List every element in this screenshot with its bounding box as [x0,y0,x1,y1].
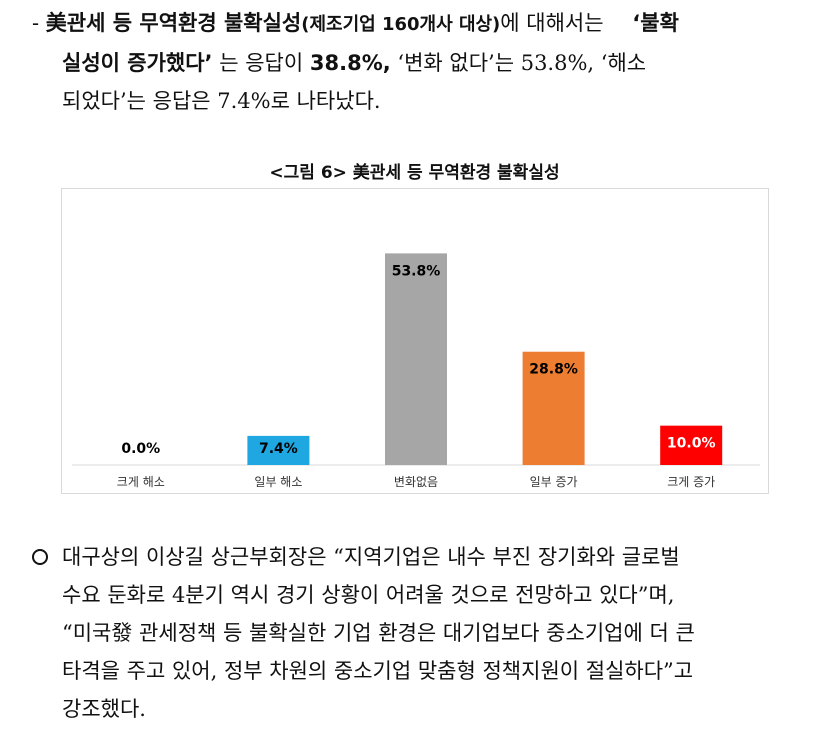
data-label: 7.4% [259,441,298,457]
bold-answer: 실성이 증가했다’ [62,51,213,75]
category-tick-label: 일부 증가 [530,475,578,489]
paragraph-line: 대구상의 이상길 상근부회장은 “지역기업은 내수 부진 장기화와 글로벌 [32,538,817,576]
bar [247,435,310,465]
text-segment: 타격을 주고 있어, 정부 차원의 중소기업 맞춤형 정책지원이 절실하다”고 [62,659,694,683]
category-tick-label: 크게 증가 [667,475,715,489]
bar-chart-svg: 0.0% 크게 해소 7.4% 일부 해소 53.8% 변화없음 28.8% 일부 증가 10.… [72,253,760,489]
bold-answer: ‘불확 [632,11,679,35]
bar [660,425,723,465]
text-segment: ‘변화 없다’는 53.8%, ‘해소 [397,51,647,75]
paragraph-survey-result: - 美관세 등 무역환경 불확실성(제조기업 160개사 대상)에 대해서는 ‘… [32,4,812,120]
text-segment: 에 대해서는 [500,11,604,35]
category-tick-label: 크게 해소 [117,475,165,489]
bar [385,253,447,465]
paragraph-line: - 美관세 등 무역환경 불확실성(제조기업 160개사 대상)에 대해서는 ‘… [32,4,812,44]
category-tick-label: 일부 해소 [254,475,302,489]
bold-percentage: 38.8%, [309,51,391,75]
bold-topic: 美관세 등 무역환경 불확실성 [45,11,302,35]
circle-bullet-icon [32,549,48,565]
text-segment: 되었다’는 응답은 7.4%로 나타났다. [62,89,381,113]
data-label: 28.8% [529,362,578,378]
data-label: 0.0% [121,441,160,457]
dash-bullet: - [32,11,40,35]
survey-scope: (제조기업 160개사 대상) [301,14,501,35]
paragraph-line: 강조했다. [32,690,817,728]
paragraph-line: “미국發 관세정책 등 불확실한 기업 환경은 대기업보다 중소기업에 더 큰 [32,614,817,652]
text-segment: 는 응답이 [219,51,304,75]
paragraph-line: 타격을 주고 있어, 정부 차원의 중소기업 맞춤형 정책지원이 절실하다”고 [32,652,817,690]
text-segment: 대구상의 이상길 상근부회장은 “지역기업은 내수 부진 장기화와 글로벌 [62,545,680,569]
paragraph-quote: 대구상의 이상길 상근부회장은 “지역기업은 내수 부진 장기화와 글로벌 수요… [32,538,817,728]
text-segment: 강조했다. [62,697,146,721]
text-segment: “미국發 관세정책 등 불확실한 기업 환경은 대기업보다 중소기업에 더 큰 [62,621,695,645]
figure-title: <그림 6> 美관세 등 무역환경 불확실성 [269,163,560,183]
bar [522,351,585,465]
text-segment: 수요 둔화로 4분기 역시 경기 상황이 어려울 것으로 전망하고 있다”며, [62,583,675,607]
paragraph-line: 수요 둔화로 4분기 역시 경기 상황이 어려울 것으로 전망하고 있다”며, [32,576,817,614]
paragraph-line: 실성이 증가했다’ 는 응답이 38.8%, ‘변화 없다’는 53.8%, ‘… [32,44,812,82]
data-label: 53.8% [392,263,441,279]
paragraph-line: 되었다’는 응답은 7.4%로 나타났다. [32,82,812,120]
data-label: 10.0% [667,436,716,452]
category-tick-label: 변화없음 [394,475,438,489]
bar-chart: 0.0% 크게 해소 7.4% 일부 해소 53.8% 변화없음 28.8% 일부 증가 10.… [61,188,769,494]
